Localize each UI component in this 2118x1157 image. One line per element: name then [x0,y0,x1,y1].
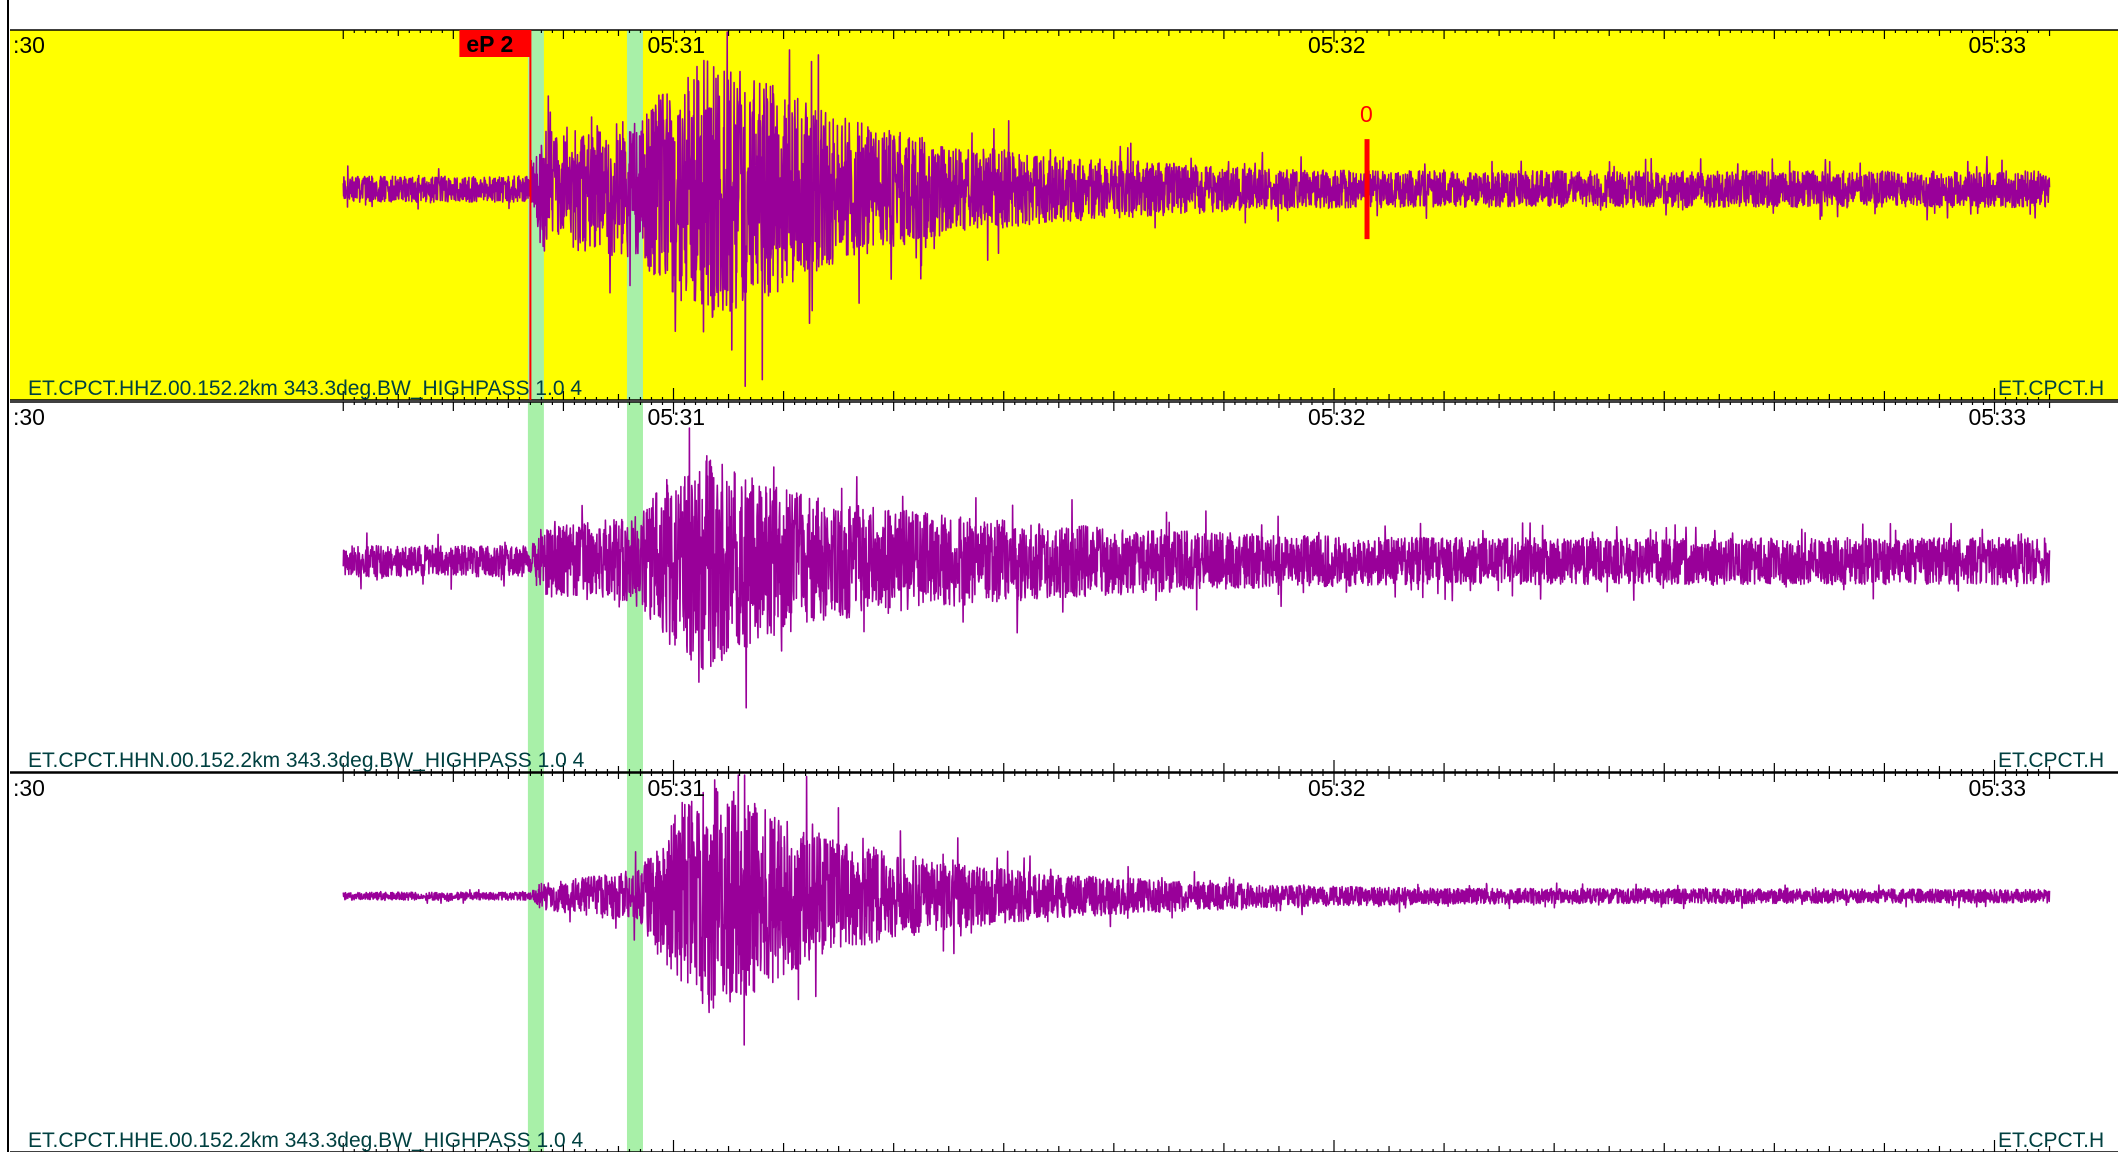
time-tick-label: :30 [13,32,45,58]
channel-label-right: ET.CPCT.H [1998,749,2104,772]
phase-pick-label: eP 2 [466,31,513,57]
waveform-trace-3 [342,774,2051,1046]
time-tick-label: 05:32 [1308,775,1366,801]
trace-panel-1[interactable]: :30 05:31 05:32 05:33 ET.CPCT.HHZ.00.152.2km… [10,29,2118,401]
panel-background [10,773,2118,1152]
time-tick-label: :30 [13,404,45,430]
trace-panel-2[interactable]: :30 05:31 05:32 05:33 ET.CPCT.HHN.00.152.2km… [10,401,2118,773]
time-tick-label: 05:33 [1969,775,2027,801]
time-tick-label: 05:31 [648,404,706,430]
highlight-band-1 [527,402,544,772]
channel-label: ET.CPCT.HHN.00.152.2km 343.3deg.BW_HIGHP… [28,749,585,772]
channel-label-right: ET.CPCT.H [1998,1129,2104,1152]
waveform-trace-1 [342,31,2051,387]
time-tick-label: 05:33 [1969,404,2027,430]
time-tick-label: 05:31 [648,32,706,58]
time-tick-label: 05:32 [1308,32,1366,58]
phase-pick-flag[interactable] [459,30,531,57]
highlight-band-1 [527,30,544,400]
waveform-trace-2 [342,427,2051,709]
highlight-band-1 [527,773,544,1152]
time-tick-label: 05:32 [1308,404,1366,430]
time-tick-label: 05:31 [648,775,706,801]
trace-panel-3[interactable]: :30 05:31 05:32 05:33 ET.CPCT.HHE.00.152.2km… [10,772,2118,1153]
time-tick-label: :30 [13,775,45,801]
highlight-band-2 [626,773,643,1152]
channel-label: ET.CPCT.HHZ.00.152.2km 343.3deg.BW_HIGHP… [28,377,582,400]
panel-background [10,402,2118,772]
amplitude-marker-label: 0 [1360,101,1373,127]
channel-label: ET.CPCT.HHE.00.152.2km 343.3deg.BW_HIGHP… [28,1129,584,1152]
channel-label-right: ET.CPCT.H [1998,377,2104,400]
time-tick-label: 05:33 [1969,32,2027,58]
